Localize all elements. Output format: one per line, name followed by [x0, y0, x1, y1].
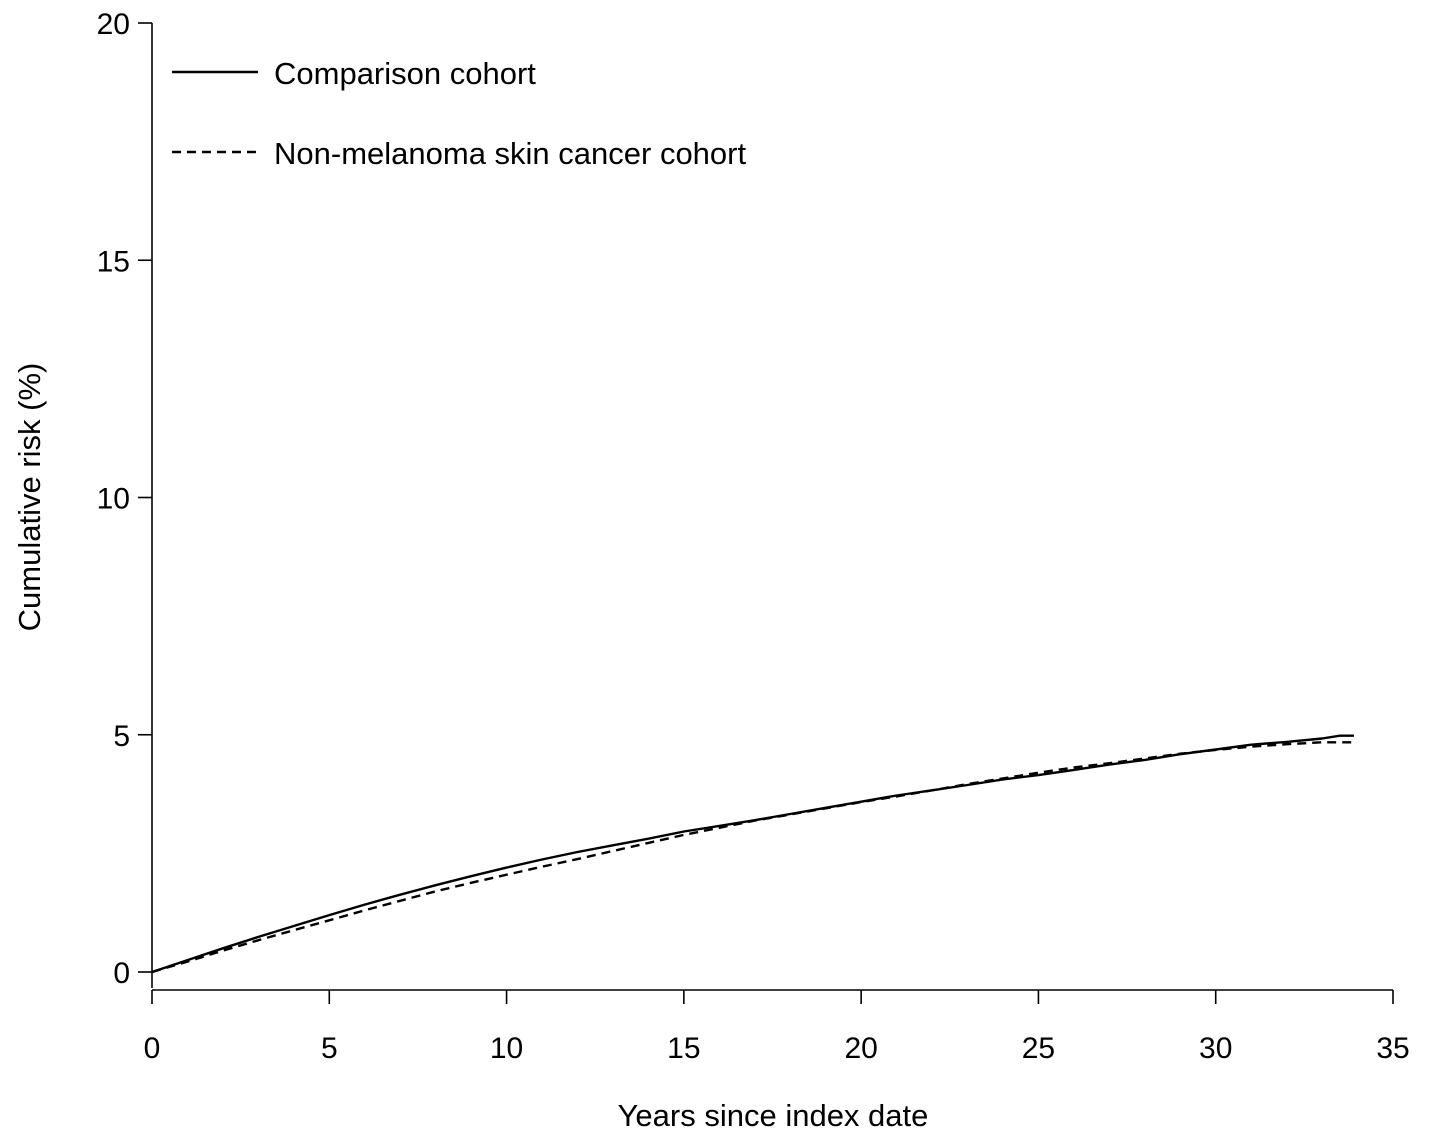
y-tick-label: 5	[113, 720, 130, 753]
y-tick-label: 20	[97, 8, 130, 41]
x-axis-label: Years since index date	[618, 1098, 929, 1131]
x-tick-label: 5	[321, 1032, 338, 1065]
series-layer	[151, 734, 1354, 974]
axes: 0 5 10 15 20 0 5 10 15 20 25 30 35	[97, 8, 1410, 1065]
x-tick-label: 20	[844, 1032, 877, 1065]
legend-label-non-melanoma-skin-cancer-cohort: Non-melanoma skin cancer cohort	[274, 136, 746, 171]
y-tick-label: 10	[97, 483, 130, 516]
series-line-non-melanoma-skin-cancer-cohort	[151, 741, 1354, 974]
x-tick-label: 25	[1022, 1032, 1055, 1065]
y-ticks: 0 5 10 15 20	[97, 8, 152, 990]
y-tick-label: 15	[97, 245, 130, 278]
legend-label-comparison-cohort: Comparison cohort	[274, 56, 536, 91]
x-tick-label: 0	[144, 1032, 161, 1065]
x-tick-label: 35	[1376, 1032, 1409, 1065]
y-tick-label: 0	[113, 957, 130, 990]
x-tick-label: 30	[1199, 1032, 1232, 1065]
x-tick-label: 15	[667, 1032, 700, 1065]
y-axis-label: Cumulative risk (%)	[12, 363, 47, 632]
x-ticks: 0 5 10 15 20 25 30 35	[144, 990, 1410, 1065]
series-line-comparison-cohort	[151, 734, 1354, 974]
x-tick-label: 10	[490, 1032, 523, 1065]
legend: Comparison cohort Non-melanoma skin canc…	[172, 56, 746, 171]
